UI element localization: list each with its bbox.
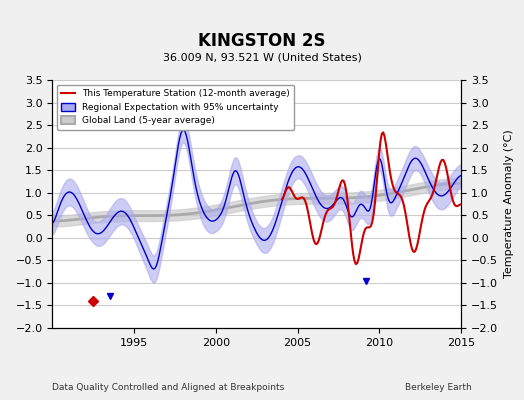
Text: Berkeley Earth: Berkeley Earth <box>405 383 472 392</box>
Text: 36.009 N, 93.521 W (United States): 36.009 N, 93.521 W (United States) <box>162 52 362 62</box>
Text: Data Quality Controlled and Aligned at Breakpoints: Data Quality Controlled and Aligned at B… <box>52 383 285 392</box>
Y-axis label: Temperature Anomaly (°C): Temperature Anomaly (°C) <box>504 130 514 278</box>
Text: KINGSTON 2S: KINGSTON 2S <box>198 32 326 50</box>
